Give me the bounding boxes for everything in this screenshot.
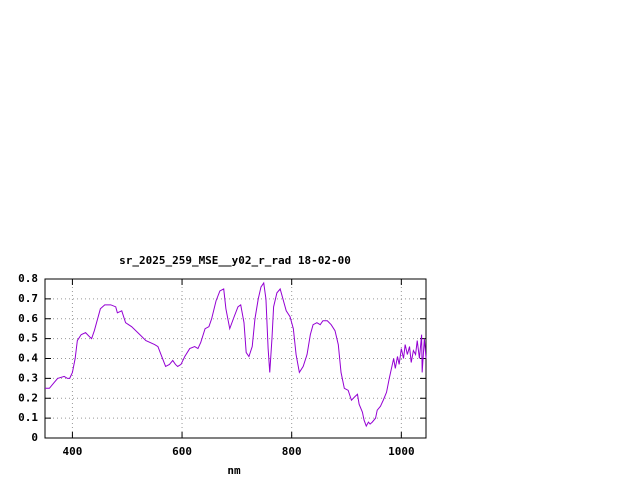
x-tick-label: 1000: [388, 445, 415, 458]
y-tick-label: 0.4: [18, 352, 38, 365]
y-tick-label: 0.3: [18, 371, 38, 384]
y-tick-label: 0: [31, 431, 38, 444]
y-tick-label: 0.8: [18, 272, 38, 285]
chart-title: sr_2025_259_MSE__y02_r_rad 18-02-00: [119, 254, 351, 267]
x-tick-label: 800: [282, 445, 302, 458]
y-tick-label: 0.1: [18, 411, 38, 424]
y-tick-label: 0.6: [18, 312, 38, 325]
plot-border: [44, 278, 427, 439]
y-tick-label: 0.7: [18, 292, 38, 305]
x-axis-label: nm: [227, 464, 241, 477]
data-line: [45, 281, 427, 428]
y-tick-label: 0.5: [18, 332, 38, 345]
y-tick-label: 0.2: [18, 391, 38, 404]
x-tick-label: 400: [62, 445, 82, 458]
x-tick-label: 600: [172, 445, 192, 458]
